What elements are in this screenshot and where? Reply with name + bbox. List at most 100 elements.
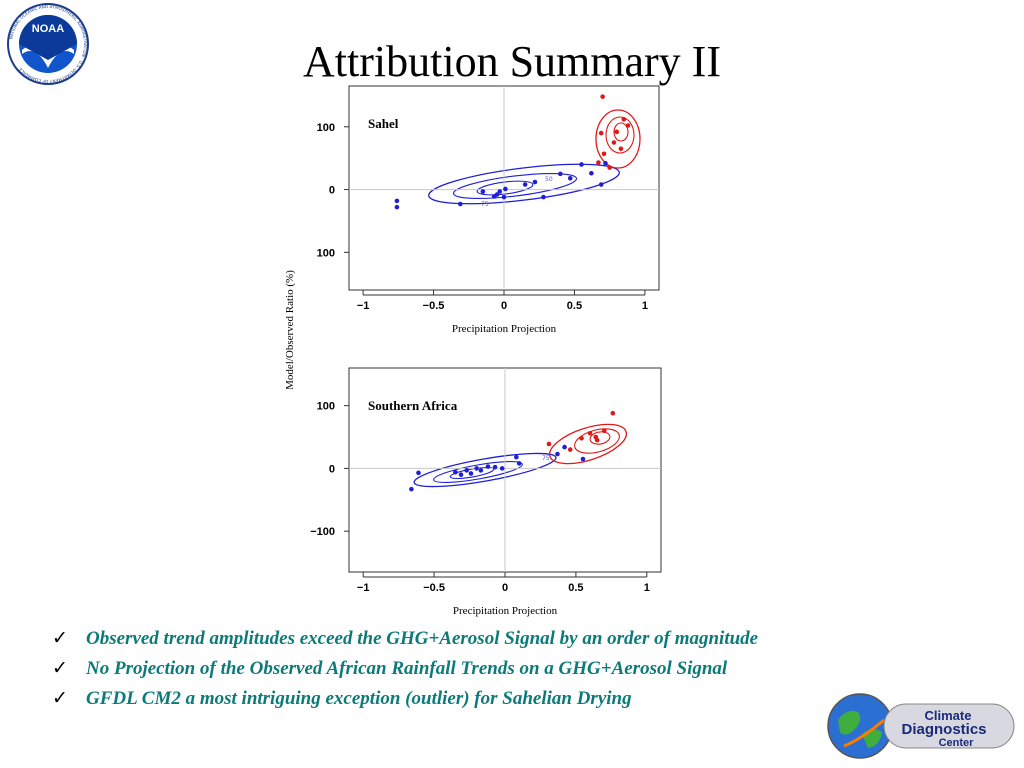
southern-africa-red-point (610, 410, 616, 416)
southern-africa-blue-point (453, 469, 458, 475)
southern-africa-x-tick-label: 0 (502, 582, 508, 594)
sahel-x-tick-label: 1 (642, 300, 648, 312)
southern-africa-red-point (567, 447, 573, 452)
sahel-x-tick-label: 0 (501, 300, 507, 312)
southern-africa-blue-point (555, 451, 560, 457)
sahel-blue-point (491, 194, 497, 199)
sahel-red-point (607, 165, 612, 170)
southern-africa-blue-point (516, 461, 522, 466)
sahel-blue-point (394, 198, 400, 204)
sahel-blue-point (458, 201, 463, 207)
sahel-blue-point (532, 179, 538, 185)
saf-red-contour-outer (548, 423, 628, 465)
sahel-red-point (598, 130, 604, 136)
sahel-red-point (618, 146, 624, 152)
cdc-line1: Climate (925, 708, 972, 723)
sahel-contour-outer (428, 163, 620, 205)
southern-africa-blue-point (458, 472, 464, 478)
cdc-line3: Center (939, 737, 975, 749)
southern-africa-contour-label: 75 (542, 455, 550, 462)
sahel-red-point (621, 116, 627, 122)
bullet-list: ✓ Observed trend amplitudes exceed the GH… (52, 624, 758, 714)
saf-contour-inner (449, 466, 495, 480)
southern-africa-x-tick-label: 1 (644, 582, 650, 594)
sahel-blue-point (497, 189, 503, 194)
southern-africa-x-axis-label: Precipitation Projection (453, 605, 558, 617)
sahel-blue-point (503, 186, 508, 192)
sahel-red-contour-outer (595, 109, 641, 169)
sahel-blue-point (480, 189, 486, 194)
sahel-blue-point (394, 204, 400, 210)
sahel-red-point (611, 140, 617, 145)
southern-africa-red-point (587, 430, 593, 436)
sahel-contour-label: 75 (481, 201, 489, 208)
sahel-panel-title: Sahel (368, 116, 399, 131)
sahel-y-tick-label: 0 (329, 185, 335, 197)
climate-diagnostics-center-logo: Climate Diagnostics Center (827, 693, 1015, 759)
southern-africa-blue-point (416, 470, 421, 476)
sahel-contours (428, 109, 641, 205)
bullet-text: No Projection of the Observed African Ra… (86, 658, 728, 679)
saf-contour-mid (433, 461, 523, 483)
southern-africa-blue-point (499, 466, 505, 471)
check-icon: ✓ (52, 628, 68, 649)
southern-africa-y-tick-label: 100 (317, 401, 335, 413)
slide-title: Attribution Summary II (303, 37, 721, 86)
sahel-x-tick-label: 0.5 (567, 300, 582, 312)
sahel-red-point (600, 94, 605, 99)
southern-africa-blue-point (485, 464, 491, 469)
check-icon: ✓ (52, 658, 68, 679)
saf-red-contour-inner (589, 431, 611, 445)
southern-africa-blue-point (478, 468, 484, 473)
bullet-item: ✓ No Projection of the Observed African R… (52, 654, 758, 684)
southern-africa-panel-title: Southern Africa (368, 398, 458, 413)
bullet-item: ✓ Observed trend amplitudes exceed the GH… (52, 624, 758, 654)
sahel-y-tick-label: 100 (317, 122, 335, 134)
sahel-red-point (614, 129, 620, 135)
sahel-red-point (596, 160, 601, 165)
sahel-x-axis-label: Precipitation Projection (452, 323, 557, 335)
bullet-item: ✓ GFDL CM2 a most intriguing exception (o… (52, 684, 758, 714)
southern-africa-blue-point (562, 444, 567, 450)
southern-africa-blue-point (468, 471, 474, 476)
bullet-text: Observed trend amplitudes exceed the GHG… (86, 628, 759, 649)
sahel-blue-point (579, 162, 584, 167)
southern-africa-blue-point (474, 466, 479, 471)
southern-africa-blue-point (492, 464, 498, 470)
sahel-x-tick-label: −0.5 (423, 300, 445, 312)
noaa-logo: NOAA NATIONAL OCEANIC AND ATMOSPHERIC AD… (7, 3, 89, 85)
cdc-line2: Diagnostics (901, 721, 986, 738)
sahel-blue-point (589, 170, 594, 176)
sahel-blue-point (567, 175, 573, 181)
sahel-blue-point (598, 182, 604, 187)
sahel-y-tick-label: 100 (317, 247, 335, 259)
southern-africa-red-point (601, 428, 607, 434)
sahel-red-point (625, 123, 631, 128)
southern-africa-red-point (546, 441, 552, 447)
southern-africa-x-tick-label: 0.5 (568, 582, 583, 594)
southern-africa-y-tick-label: 0 (329, 463, 335, 475)
sahel-blue-point (558, 171, 563, 177)
southern-africa-panel: −1 −0.5 0 0.5 1 100 0 −100 Southern Africa Precip… (310, 367, 662, 617)
southern-africa-red-point (593, 434, 599, 440)
southern-africa-blue-point (580, 456, 586, 462)
southern-africa-y-tick-label: −100 (310, 526, 335, 538)
sahel-red-point (601, 151, 607, 157)
sahel-blue-point (541, 194, 546, 200)
sahel-red-contour-inner (613, 122, 629, 142)
sahel-contour-label: 50 (545, 176, 553, 183)
southern-africa-blue-point (409, 486, 414, 492)
saf-contour-outer (413, 452, 557, 488)
y-axis-label: Model/Observed Ratio (%) (284, 270, 296, 390)
southern-africa-x-tick-label: −0.5 (423, 582, 445, 594)
southern-africa-blue-point (514, 454, 519, 460)
sahel-blue-point (603, 160, 608, 166)
sahel-x-tick-label: −1 (357, 300, 370, 312)
southern-africa-contours (413, 423, 628, 488)
check-icon: ✓ (52, 688, 68, 709)
sahel-contour-mid (452, 172, 578, 200)
sahel-blue-point (501, 194, 507, 200)
sahel-red-contour-mid (605, 116, 635, 154)
southern-africa-x-tick-label: −1 (357, 582, 370, 594)
